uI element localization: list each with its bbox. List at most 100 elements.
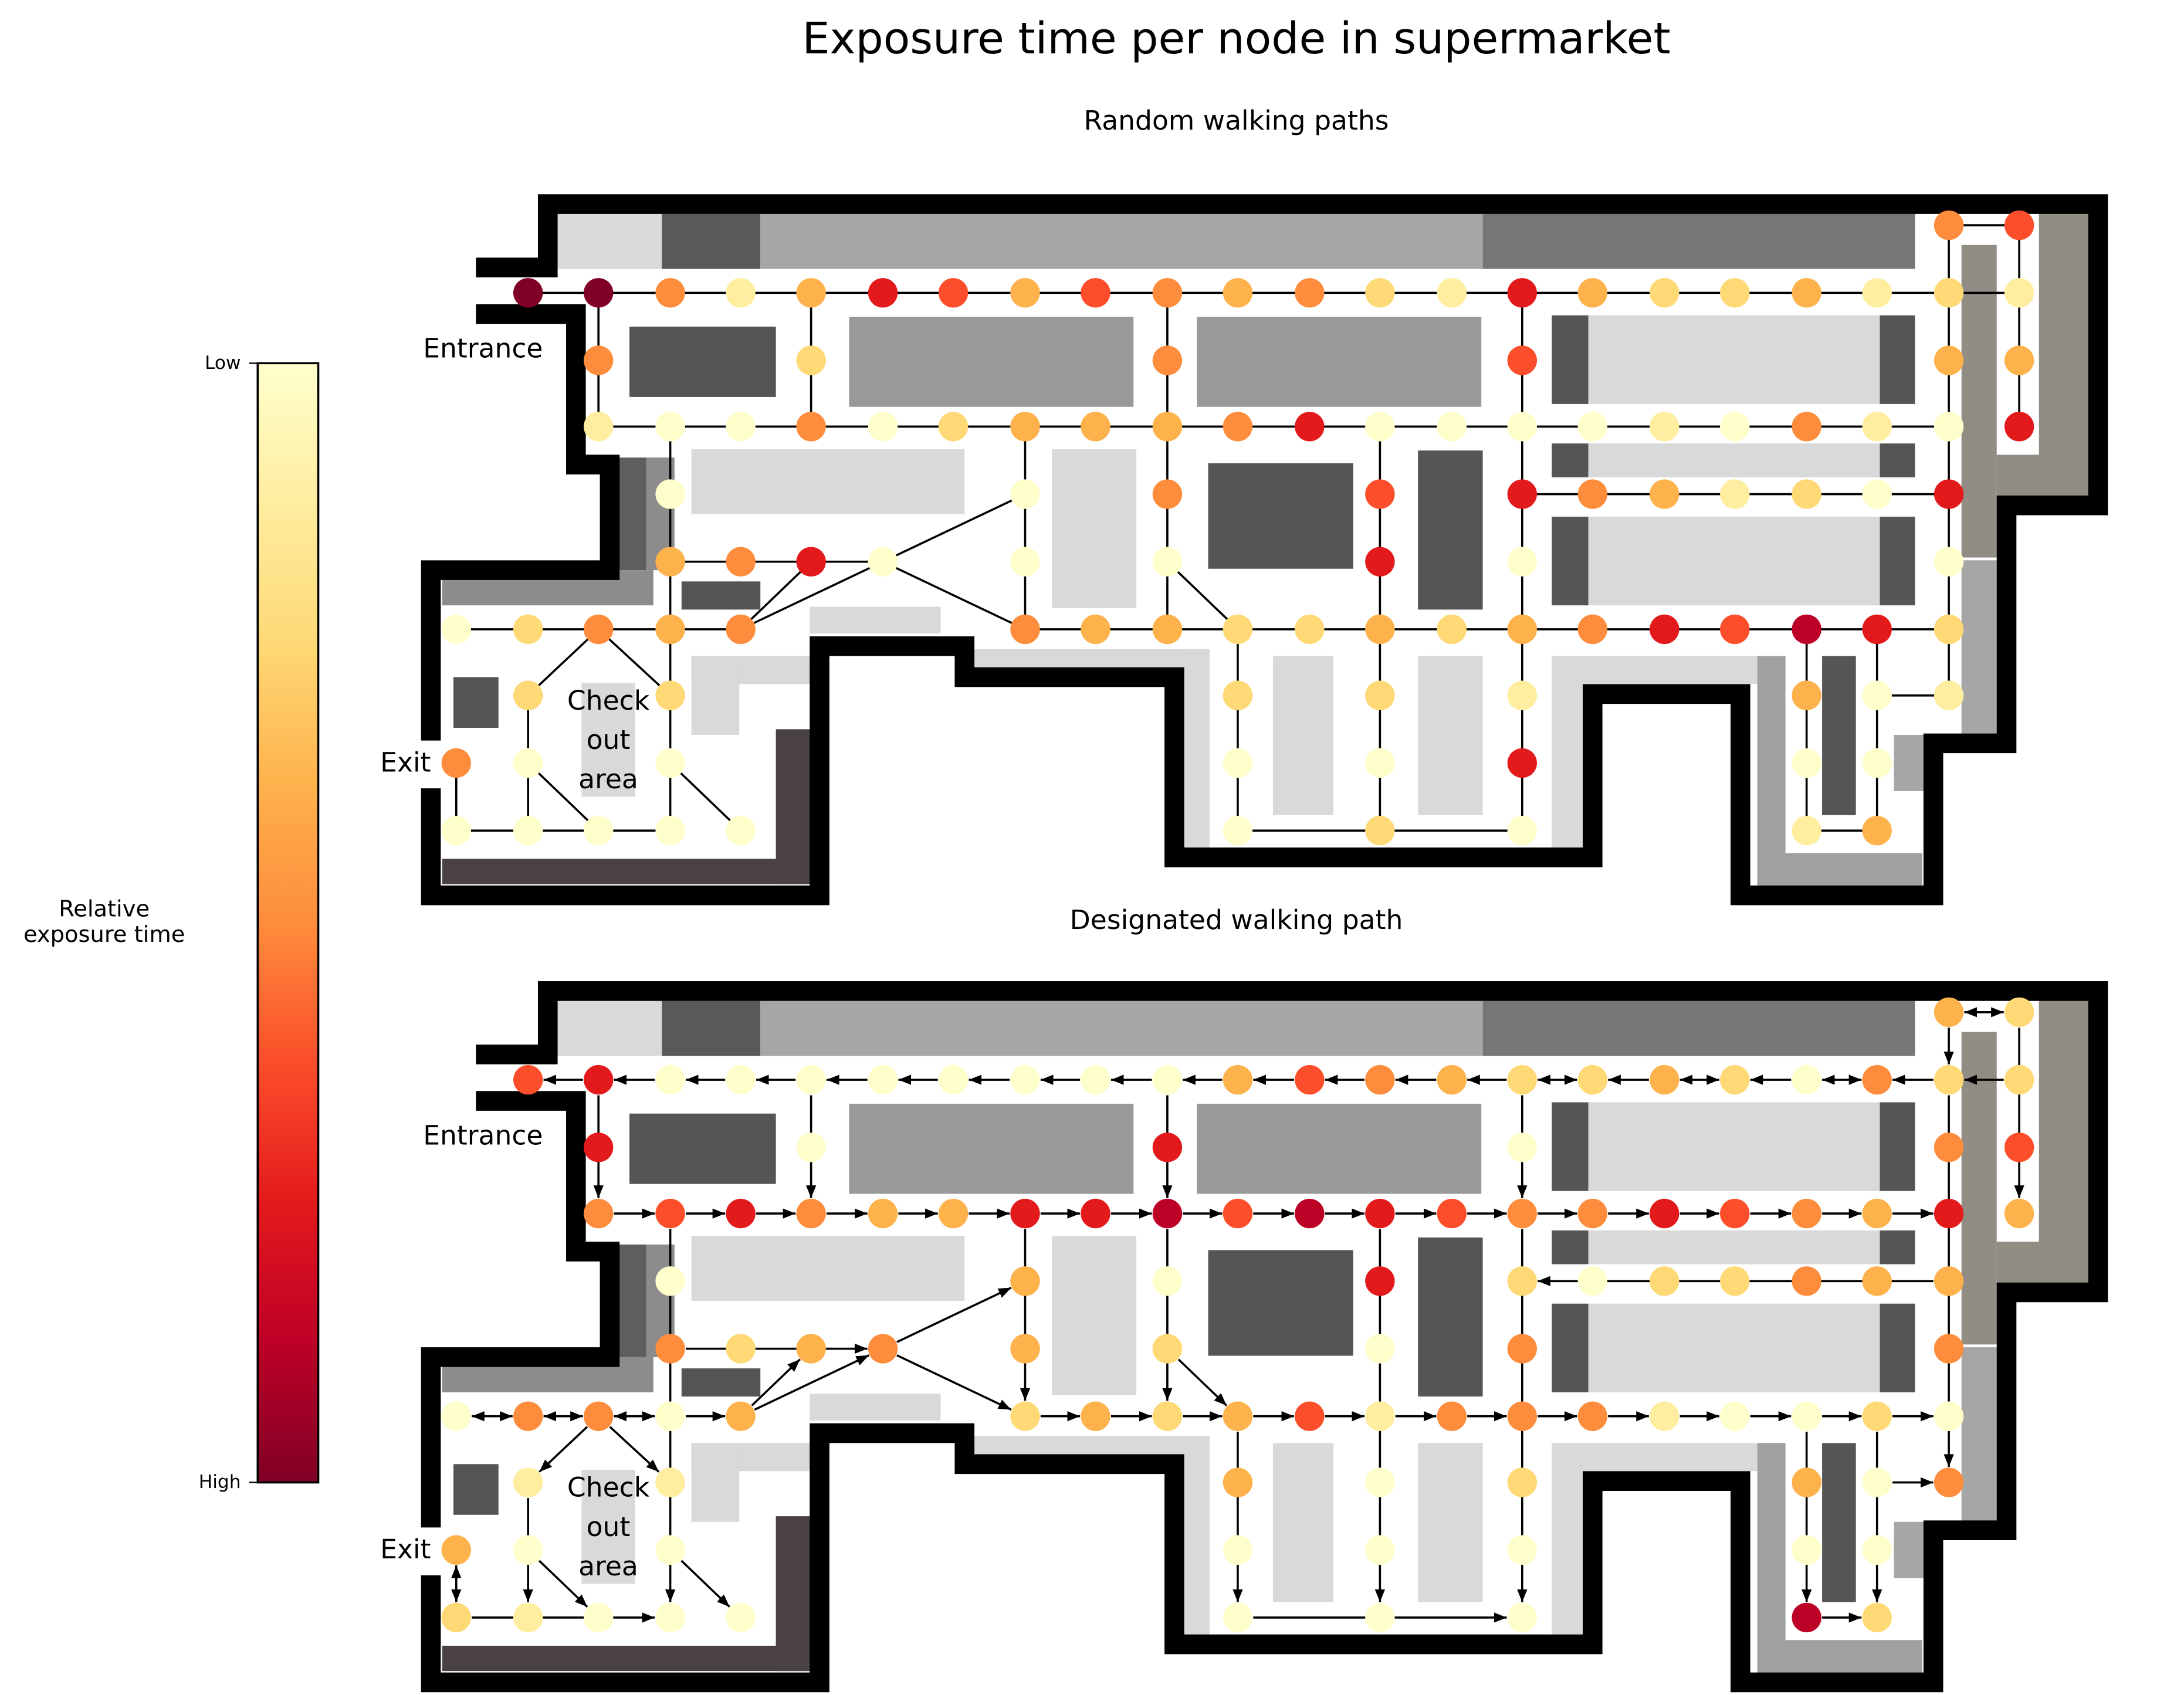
figure-title: Exposure time per node in supermarket — [802, 13, 1670, 64]
shelf-block — [760, 213, 1483, 269]
node — [1650, 278, 1680, 308]
node — [1081, 1401, 1110, 1431]
node — [513, 614, 543, 645]
exit-label: Exit — [380, 747, 431, 778]
shelf-block — [691, 449, 965, 514]
shelf-block — [453, 677, 499, 728]
node — [2004, 210, 2034, 240]
node — [1152, 1334, 1183, 1364]
shelf-block — [1880, 443, 1915, 477]
shelf-block — [1880, 1230, 1915, 1265]
node — [938, 1065, 969, 1095]
node — [655, 412, 685, 442]
shelf-block — [1272, 1443, 1334, 1602]
colorbar-low-label: Low — [205, 352, 241, 374]
shelf-block — [776, 1516, 811, 1672]
shelf-block — [581, 1469, 635, 1584]
shelf-block — [1208, 463, 1353, 569]
node — [1792, 1198, 1821, 1229]
node — [726, 815, 756, 846]
node — [655, 1401, 685, 1431]
node — [441, 1535, 471, 1565]
node — [1650, 1401, 1680, 1431]
shelf-block — [1418, 1237, 1483, 1397]
shelf-block — [1552, 1443, 1758, 1472]
shelf-block — [1418, 450, 1483, 610]
node — [1934, 479, 1964, 509]
node — [655, 1266, 685, 1296]
node — [1934, 680, 1964, 710]
panel-designated-walking: Entrance Exit Check out area — [380, 981, 2108, 1693]
shelf-block — [681, 581, 761, 610]
shelf-block — [1418, 1443, 1483, 1602]
node — [1437, 614, 1467, 645]
node — [1365, 547, 1395, 577]
shelf-block — [581, 683, 635, 797]
node — [1365, 1401, 1395, 1431]
node — [1507, 680, 1538, 710]
node — [1577, 1065, 1608, 1095]
node — [1152, 1198, 1183, 1229]
shelf-block — [442, 1645, 811, 1672]
node — [1295, 278, 1325, 308]
node — [1010, 547, 1040, 577]
path-edge — [539, 1426, 588, 1473]
node — [1295, 412, 1325, 442]
shelf-block — [556, 213, 662, 269]
path-edge — [882, 493, 1026, 563]
shelf-block — [681, 1368, 761, 1397]
node — [796, 278, 826, 308]
node — [1650, 479, 1680, 509]
panel-title-random: Random walking paths — [1084, 105, 1389, 136]
node — [1507, 479, 1538, 509]
shelf-block — [1588, 1303, 1880, 1392]
node — [1862, 1467, 1892, 1497]
node — [513, 1467, 543, 1497]
node — [655, 815, 685, 846]
node — [1862, 1065, 1892, 1095]
node — [1720, 278, 1750, 308]
node — [1081, 1065, 1110, 1095]
node — [1507, 815, 1538, 846]
node — [1010, 1334, 1040, 1364]
node — [655, 1198, 685, 1229]
shelf-block — [1588, 443, 1880, 477]
path-edge — [754, 1354, 870, 1411]
node — [1365, 1602, 1395, 1633]
node — [1862, 412, 1892, 442]
node — [1792, 680, 1821, 710]
path-edge — [1166, 561, 1239, 630]
node — [1934, 210, 1964, 240]
shelf-block — [1757, 1443, 1786, 1640]
shelf-block — [1880, 516, 1915, 606]
shelf-block — [1482, 1001, 1915, 1056]
node — [938, 1198, 969, 1229]
node — [1365, 278, 1395, 308]
shelf-block — [1052, 449, 1137, 608]
shelf-block — [1880, 1303, 1915, 1392]
node — [2004, 1198, 2034, 1229]
shelf-block — [1822, 656, 1856, 815]
node — [1650, 1065, 1680, 1095]
node — [655, 1535, 685, 1565]
shelf-block — [1552, 1102, 1589, 1191]
node — [1223, 278, 1253, 308]
node — [1223, 680, 1253, 710]
node — [938, 278, 969, 308]
node — [726, 1334, 756, 1364]
node — [1792, 1065, 1821, 1095]
node — [441, 1602, 471, 1633]
node — [1365, 815, 1395, 846]
node — [1934, 614, 1964, 645]
node — [1365, 1535, 1395, 1565]
node — [726, 614, 756, 645]
shelf-block — [1961, 560, 1997, 735]
node — [1792, 1535, 1821, 1565]
node — [726, 278, 756, 308]
path-edge — [1177, 1358, 1228, 1406]
node — [1010, 1401, 1040, 1431]
shelf-block — [1757, 656, 1786, 853]
node — [1720, 412, 1750, 442]
node — [726, 1401, 756, 1431]
